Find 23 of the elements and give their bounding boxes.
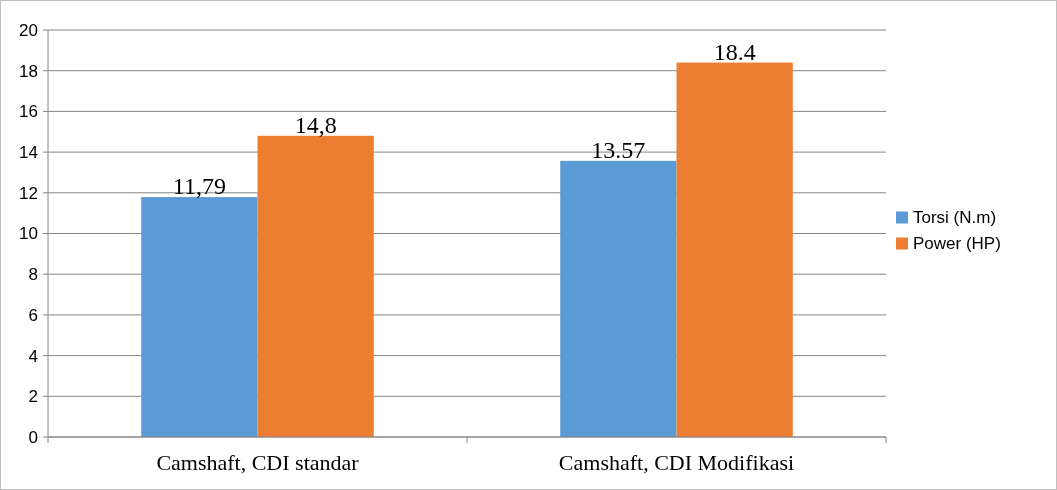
- data-label: 18.4: [713, 38, 756, 65]
- y-tick-label: 10: [19, 224, 38, 244]
- y-tick-label: 2: [28, 387, 38, 407]
- bar: [560, 160, 677, 437]
- y-tick-label: 14: [19, 143, 38, 163]
- bar: [141, 197, 258, 437]
- y-tick-label: 20: [19, 20, 38, 40]
- y-tick-label: 6: [28, 305, 38, 325]
- legend-label: Power (HP): [913, 234, 1001, 254]
- x-tick-label: Camshaft, CDI Modifikasi: [558, 450, 795, 475]
- y-tick-label: 0: [28, 427, 38, 447]
- data-label: 14,8: [294, 111, 337, 138]
- y-tick-label: 4: [28, 346, 38, 366]
- y-tick-label: 16: [19, 102, 38, 122]
- legend-label: Torsi (N.m): [913, 208, 997, 228]
- y-tick-label: 18: [19, 61, 38, 81]
- x-tick-label: Camshaft, CDI standar: [156, 450, 360, 475]
- y-tick-label: 12: [19, 183, 38, 203]
- y-tick-label: 8: [28, 265, 38, 285]
- data-label: 11,79: [172, 173, 226, 200]
- data-label: 13.57: [591, 136, 646, 163]
- bar: [676, 62, 793, 437]
- bar: [257, 135, 374, 437]
